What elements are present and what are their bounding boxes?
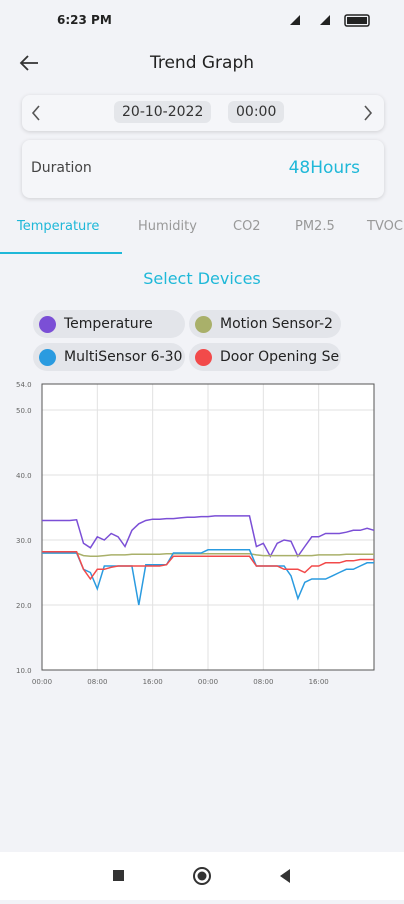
status-time: 6:23 PM [57,13,112,27]
legend-swatch [195,348,212,366]
tab[interactable]: PM2.5 [295,219,335,234]
x-tick-label: 08:00 [253,678,273,686]
x-tick-label: 08:00 [87,678,107,686]
next-button[interactable] [362,104,374,122]
tab[interactable]: Temperature [17,219,100,234]
y-tick-label: 54.0 [16,381,32,389]
prev-button[interactable] [30,104,42,122]
nav-buttons [113,867,290,885]
legend-chip[interactable]: MultiSensor 6-30 [33,343,185,371]
tab-indicator [0,252,122,254]
trend-chart: 10.0 20.0 30.0 40.0 50.0 54.0 00:00 08:00 16:00 0… [16,381,375,686]
duration-label: Duration [31,160,92,176]
legend-swatch [195,315,212,333]
tab[interactable]: CO2 [233,219,261,234]
tab[interactable]: TVOC [367,219,403,234]
back-nav-button[interactable] [280,869,290,883]
recents-button[interactable] [113,870,124,881]
legend-chip[interactable]: Temperature [33,310,185,338]
legend-chip[interactable]: Door Opening Se [189,343,341,371]
x-tick-label: 16:00 [143,678,163,686]
plot-border [41,383,375,671]
status-icons [290,14,370,27]
time-value[interactable]: 00:00 [228,101,285,123]
duration-card[interactable]: Duration 48Hours [22,140,384,198]
home-button[interactable] [193,867,211,885]
legend-chip[interactable]: Motion Sensor-2 [189,310,341,338]
y-tick-label: 50.0 [16,407,32,415]
x-tick-label: 16:00 [309,678,329,686]
legend-swatch [39,315,56,333]
nav-bar [0,852,404,900]
y-tick-label: 20.0 [16,602,32,610]
legend-label: Motion Sensor-2 [220,316,333,332]
duration-value: 48Hours [288,158,360,178]
series-line [42,549,374,606]
back-button[interactable] [18,53,40,73]
series-line [42,550,374,581]
x-tick-label: 00:00 [198,678,218,686]
date-value[interactable]: 20-10-2022 [114,101,212,123]
legend-swatch [39,348,56,366]
page-title: Trend Graph [149,53,255,73]
tab[interactable]: Humidity [138,219,197,234]
status-bar: 6:23 PM [0,0,404,40]
legend-label: Door Opening Se [220,349,340,365]
series-line [42,515,375,558]
x-tick-label: 00:00 [32,678,52,686]
y-tick-label: 10.0 [16,667,32,675]
legend-label: MultiSensor 6-30 [64,349,183,365]
series-line [42,552,374,558]
date-selector: 20-10-2022 00:00 [22,95,384,131]
legend-label: Temperature [64,316,153,332]
section-title: Select Devices [143,269,261,288]
y-tick-label: 30.0 [16,537,32,545]
y-tick-label: 40.0 [16,472,32,480]
